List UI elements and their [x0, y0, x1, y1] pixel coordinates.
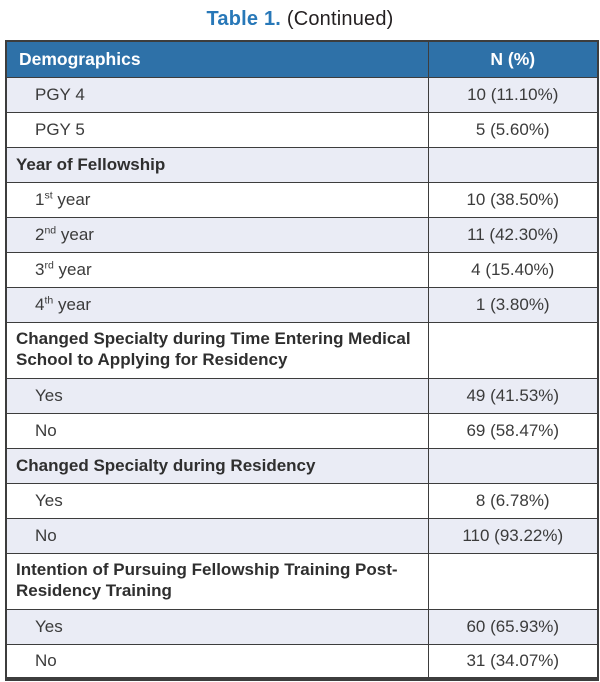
ordinal-superscript: st: [44, 188, 53, 201]
section-row: Year of Fellowship: [5, 146, 599, 183]
row-value: [427, 552, 599, 610]
ordinal-superscript: rd: [44, 258, 54, 271]
row-value: 60 (65.93%): [427, 608, 599, 645]
table-row: 2nd year 11 (42.30%): [5, 216, 599, 253]
table-row: No 31 (34.07%): [5, 643, 599, 680]
row-value: 8 (6.78%): [427, 482, 599, 519]
row-label: Yes: [5, 482, 429, 519]
section-label: Changed Specialty during Time Entering M…: [5, 321, 429, 379]
row-value: 69 (58.47%): [427, 412, 599, 449]
column-header-n-percent: N (%): [427, 40, 599, 78]
row-value: 31 (34.07%): [427, 643, 599, 680]
row-value: 4 (15.40%): [427, 251, 599, 288]
row-label: Yes: [5, 377, 429, 414]
table-row: No 110 (93.22%): [5, 517, 599, 554]
row-value: 10 (38.50%): [427, 181, 599, 218]
row-value: 110 (93.22%): [427, 517, 599, 554]
row-value: 5 (5.60%): [427, 111, 599, 148]
ordinal-superscript: nd: [44, 223, 57, 236]
row-value: 11 (42.30%): [427, 216, 599, 253]
section-row: Intention of Pursuing Fellowship Trainin…: [5, 552, 599, 610]
row-label: PGY 5: [5, 111, 429, 148]
row-value: [427, 447, 599, 484]
table-title: Table 1. (Continued): [0, 0, 600, 40]
row-label: No: [5, 412, 429, 449]
table-row: Yes 60 (65.93%): [5, 608, 599, 645]
section-label: Changed Specialty during Residency: [5, 447, 429, 484]
table-title-number: Table 1.: [206, 8, 282, 30]
row-value: 1 (3.80%): [427, 286, 599, 323]
row-label: 4th year: [5, 286, 429, 323]
row-value: [427, 321, 599, 379]
row-label: 1st year: [5, 181, 429, 218]
table-row: 4th year 1 (3.80%): [5, 286, 599, 323]
table-header-row: Demographics N (%): [5, 40, 599, 78]
section-row: Changed Specialty during Residency: [5, 447, 599, 484]
row-label: No: [5, 643, 429, 680]
table-title-continued: (Continued): [286, 8, 394, 30]
row-label: No: [5, 517, 429, 554]
section-row: Changed Specialty during Time Entering M…: [5, 321, 599, 379]
section-label: Year of Fellowship: [5, 146, 429, 183]
table-row: PGY 4 10 (11.10%): [5, 76, 599, 113]
row-label: 3rd year: [5, 251, 429, 288]
column-header-demographics: Demographics: [5, 40, 429, 78]
table-row: No 69 (58.47%): [5, 412, 599, 449]
table-row: 3rd year 4 (15.40%): [5, 251, 599, 288]
row-value: [427, 146, 599, 183]
table-row: 1st year 10 (38.50%): [5, 181, 599, 218]
demographics-table: Demographics N (%) PGY 4 10 (11.10%) PGY 5…: [5, 40, 599, 681]
section-label: Intention of Pursuing Fellowship Trainin…: [5, 552, 429, 610]
table-row: Yes 8 (6.78%): [5, 482, 599, 519]
row-label: Yes: [5, 608, 429, 645]
row-label: 2nd year: [5, 216, 429, 253]
row-label: PGY 4: [5, 76, 429, 113]
table-row: Yes 49 (41.53%): [5, 377, 599, 414]
row-value: 10 (11.10%): [427, 76, 599, 113]
row-value: 49 (41.53%): [427, 377, 599, 414]
ordinal-superscript: th: [44, 293, 54, 306]
